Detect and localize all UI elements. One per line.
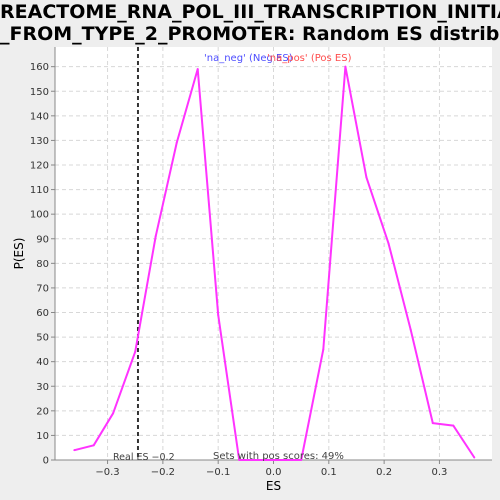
y-tick-label: 160 — [30, 62, 49, 73]
y-tick-label: 110 — [30, 185, 49, 196]
data-point — [112, 412, 115, 415]
y-tick-label: 90 — [36, 234, 49, 245]
x-tick-label: 0.1 — [321, 467, 337, 478]
data-point — [409, 328, 412, 331]
data-point — [154, 235, 157, 238]
y-tick-label: 120 — [30, 161, 49, 172]
y-tick-label: 30 — [36, 382, 49, 393]
data-point — [431, 422, 434, 425]
y-tick-label: 60 — [36, 308, 49, 319]
y-tick-label: 150 — [30, 87, 49, 98]
legend-entry-pos: 'na_pos' (Pos ES) — [267, 53, 352, 64]
x-tick-label: −0.2 — [151, 467, 175, 478]
series-marks — [73, 47, 476, 461]
x-tick-label: 0.2 — [376, 467, 392, 478]
y-tick-label: 0 — [43, 456, 49, 467]
y-tick-label: 50 — [36, 333, 49, 344]
data-point — [258, 459, 261, 461]
y-tick-label: 100 — [30, 210, 49, 221]
y-tick-label: 80 — [36, 259, 49, 270]
data-point — [322, 348, 325, 351]
chart-title-line-2: _FROM_TYPE_2_PROMOTER: Random ES distrib… — [0, 23, 500, 45]
data-point — [387, 242, 390, 245]
legend-entry-neg: 'na_neg' (Neg ES) — [204, 53, 293, 64]
data-point — [175, 141, 178, 144]
data-point — [365, 176, 368, 179]
real-es-annotation: Real ES −0.2 — [113, 452, 175, 463]
data-point — [73, 449, 76, 452]
axes: 0 10 20 30 40 50 60 70 80 90 100 110 120 130 140 150 160… — [30, 47, 492, 478]
data-point — [217, 313, 220, 316]
data-point — [238, 459, 241, 461]
series-line — [74, 65, 476, 461]
y-tick-label: 70 — [36, 283, 49, 294]
data-point — [300, 459, 303, 461]
data-point — [92, 444, 95, 447]
x-tick-label: −0.1 — [206, 467, 230, 478]
x-tick-label: 0.0 — [266, 467, 282, 478]
pos-scores-annotation: Sets with pos scores: 49% — [213, 451, 344, 462]
chart-labels: ES P(ES) 'na_neg' (Neg ES)'na_pos' (Pos ES… — [12, 53, 352, 493]
data-point — [452, 424, 455, 427]
x-axis-title: ES — [266, 479, 281, 493]
data-point — [279, 459, 282, 461]
y-tick-label: 40 — [36, 357, 49, 368]
y-axis-title: P(ES) — [12, 238, 26, 270]
y-tick-label: 130 — [30, 136, 49, 147]
x-tick-label: −0.3 — [95, 467, 119, 478]
data-point — [196, 68, 199, 71]
data-point — [344, 65, 347, 68]
x-tick-label: 0.3 — [431, 467, 447, 478]
data-point — [473, 456, 476, 459]
y-tick-label: 20 — [36, 406, 49, 417]
data-point — [134, 350, 137, 353]
y-tick-label: 10 — [36, 431, 49, 442]
y-tick-label: 140 — [30, 111, 49, 122]
chart-title-line-1: REACTOME_RNA_POL_III_TRANSCRIPTION_INITI… — [0, 1, 500, 23]
